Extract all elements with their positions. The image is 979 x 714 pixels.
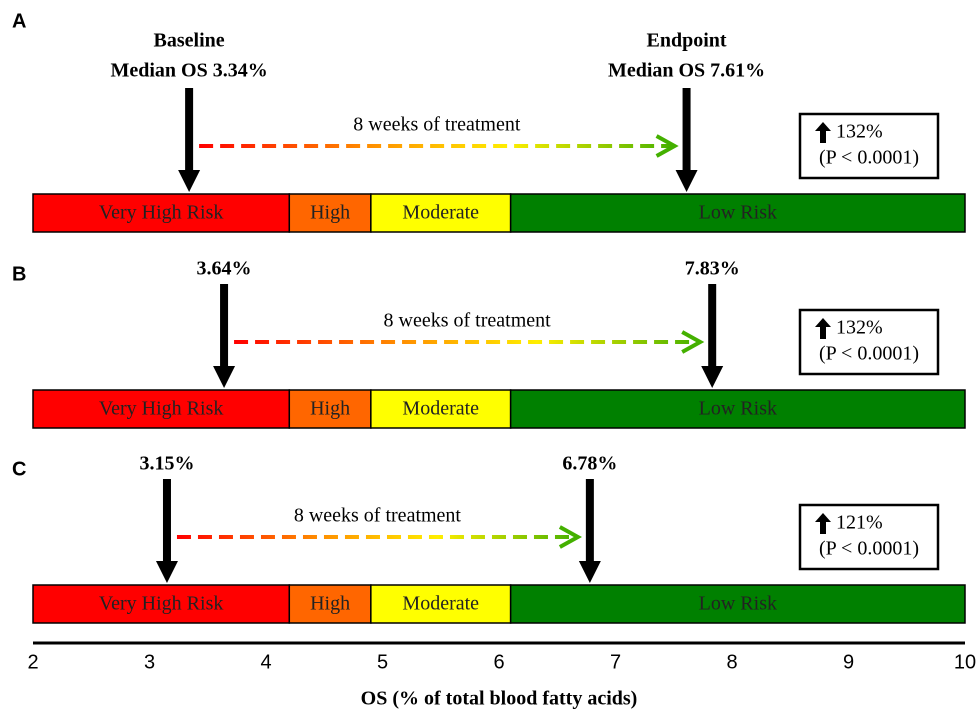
baseline-label: 3.15% bbox=[139, 453, 194, 475]
p-value: (P < 0.0001) bbox=[819, 538, 919, 560]
x-tick-label: 8 bbox=[726, 651, 737, 673]
up-arrow-icon bbox=[815, 513, 831, 534]
x-tick-label: 2 bbox=[27, 651, 38, 673]
treatment-arrowhead bbox=[558, 525, 582, 549]
risk-zone-label: Low Risk bbox=[699, 593, 777, 615]
risk-zone-label: Very High Risk bbox=[99, 593, 223, 615]
risk-zone-label: Low Risk bbox=[699, 202, 777, 224]
p-value: (P < 0.0001) bbox=[819, 147, 919, 169]
x-tick-label: 10 bbox=[954, 651, 976, 673]
risk-zone bbox=[370, 193, 512, 233]
x-tick-label: 3 bbox=[144, 651, 155, 673]
endpoint-label: 7.83% bbox=[685, 258, 740, 280]
x-tick-label: 4 bbox=[260, 651, 271, 673]
risk-zone-label: High bbox=[310, 202, 350, 224]
treatment-label: 8 weeks of treatment bbox=[384, 310, 552, 332]
risk-zone bbox=[509, 584, 966, 624]
x-tick-label: 6 bbox=[493, 651, 504, 673]
risk-zone-label: Moderate bbox=[402, 398, 479, 420]
risk-zone bbox=[32, 389, 291, 429]
baseline-title: Baseline bbox=[154, 30, 225, 52]
p-value: (P < 0.0001) bbox=[819, 343, 919, 365]
value-arrow bbox=[213, 284, 236, 388]
risk-zone bbox=[288, 193, 372, 233]
treatment-label: 8 weeks of treatment bbox=[353, 114, 521, 136]
panel-label: B bbox=[12, 263, 26, 285]
endpoint-label: 6.78% bbox=[562, 453, 617, 475]
up-arrow-icon bbox=[815, 122, 831, 143]
change-label: 132% bbox=[836, 317, 883, 339]
change-label: 121% bbox=[836, 512, 883, 534]
value-arrow bbox=[155, 479, 178, 583]
treatment-arrowhead bbox=[655, 134, 679, 158]
baseline-label: Median OS 3.34% bbox=[110, 60, 267, 82]
x-tick-label: 9 bbox=[843, 651, 854, 673]
x-tick-label: 7 bbox=[610, 651, 621, 673]
baseline-label: 3.64% bbox=[197, 258, 252, 280]
risk-zone-label: Moderate bbox=[402, 593, 479, 615]
risk-zone bbox=[288, 389, 372, 429]
risk-zone bbox=[509, 193, 966, 233]
risk-zone-label: Very High Risk bbox=[99, 398, 223, 420]
risk-zone bbox=[32, 584, 291, 624]
change-label: 132% bbox=[836, 121, 883, 143]
risk-zone bbox=[509, 389, 966, 429]
x-tick-label: 5 bbox=[377, 651, 388, 673]
risk-zone-label: High bbox=[310, 593, 350, 615]
value-arrow bbox=[178, 88, 201, 192]
risk-zone-label: Moderate bbox=[402, 202, 479, 224]
panel-label: A bbox=[12, 10, 26, 32]
risk-zone bbox=[370, 389, 512, 429]
value-arrow bbox=[701, 284, 724, 388]
risk-zone-label: High bbox=[310, 398, 350, 420]
endpoint-label: Median OS 7.61% bbox=[608, 60, 765, 82]
risk-zone-label: Low Risk bbox=[699, 398, 777, 420]
change-box bbox=[798, 308, 940, 376]
value-arrow bbox=[578, 479, 601, 583]
risk-zone bbox=[288, 584, 372, 624]
x-axis-label: OS (% of total blood fatty acids) bbox=[361, 688, 638, 710]
risk-zone-label: Very High Risk bbox=[99, 202, 223, 224]
risk-zone bbox=[370, 584, 512, 624]
panel-label: C bbox=[12, 458, 26, 480]
value-arrow bbox=[675, 88, 698, 192]
up-arrow-icon bbox=[815, 318, 831, 339]
treatment-arrowhead bbox=[681, 330, 705, 354]
treatment-label: 8 weeks of treatment bbox=[294, 505, 462, 527]
endpoint-title: Endpoint bbox=[647, 30, 727, 52]
